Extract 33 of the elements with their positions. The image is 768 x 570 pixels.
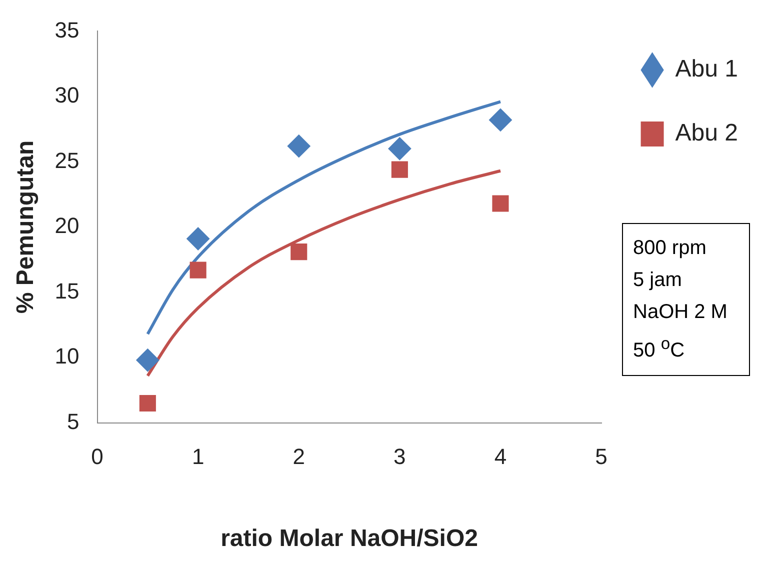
x-tick-label: 0 — [91, 444, 104, 470]
text: 50 $^{o}$C — [633, 333, 686, 364]
y-tick-label: 25 — [54, 148, 80, 173]
y-axis-title: % Pemungutan — [12, 140, 40, 314]
line-series — [146, 169, 502, 378]
text: 800 rpm — [633, 236, 708, 261]
text: 5 jam — [633, 268, 683, 293]
point — [190, 262, 206, 278]
y-tick-label: 35 — [54, 17, 80, 42]
point — [139, 394, 156, 412]
point — [136, 348, 160, 372]
x-tick-label: 4 — [494, 444, 507, 470]
x-tick-label: 5 — [595, 444, 608, 470]
point — [388, 137, 412, 160]
legend-label: Abu 2 — [675, 120, 738, 147]
y-tick-label: 10 — [54, 344, 80, 369]
point — [186, 227, 210, 250]
point — [290, 244, 308, 260]
line-series — [146, 100, 502, 336]
y-tick-label: 20 — [54, 213, 80, 238]
legend-label: Abu 1 — [675, 56, 738, 83]
text: NaOH 2 M — [633, 300, 728, 325]
point — [391, 161, 408, 178]
y-tick-label: 5 — [67, 408, 80, 434]
x-tick-label: 1 — [192, 444, 204, 470]
point — [287, 134, 310, 158]
y-tick-label: 15 — [54, 278, 80, 304]
y-tick-label: 30 — [54, 82, 80, 108]
point — [488, 108, 512, 132]
x-axis-title: ratio Molar NaOH/SiO2 — [220, 525, 478, 552]
x-tick-label: 3 — [394, 444, 406, 470]
x-tick-label: 2 — [292, 444, 305, 470]
point — [492, 195, 509, 212]
